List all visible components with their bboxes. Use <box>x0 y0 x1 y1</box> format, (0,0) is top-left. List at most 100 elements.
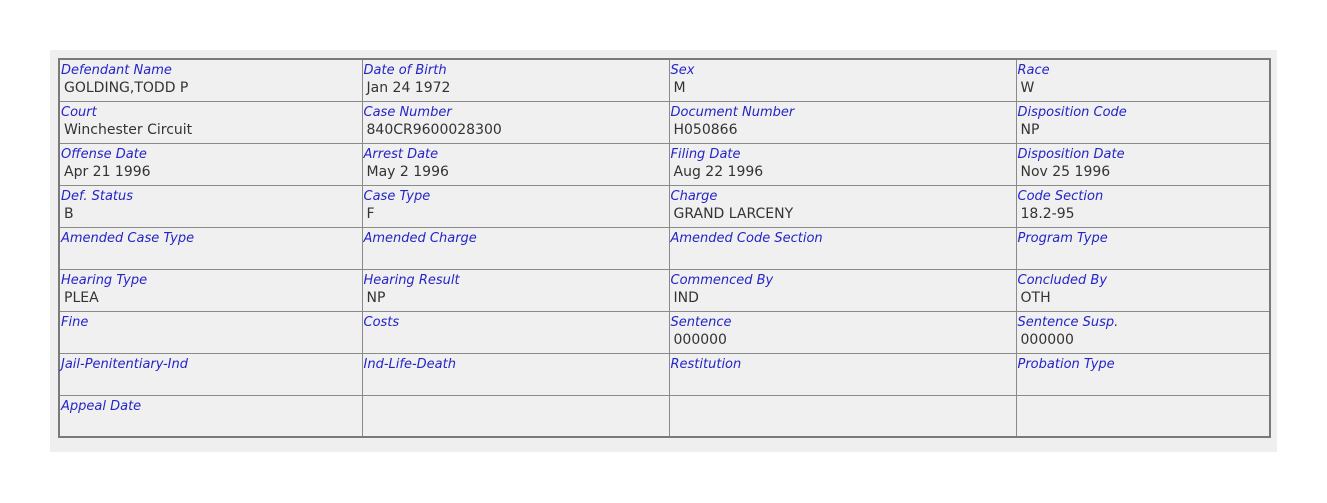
field-label: Probation Type <box>1017 356 1115 372</box>
field-label: Defendant Name <box>61 63 172 78</box>
field-cell: Jail-Penitentiary-Ind <box>58 352 363 396</box>
field-label: Concluded By <box>1017 272 1108 288</box>
field-label: Hearing Result <box>363 272 460 288</box>
field-label: Commenced By <box>670 272 774 288</box>
field-cell: Race W <box>1015 58 1271 102</box>
field-cell: Document Number H050866 <box>668 100 1017 144</box>
field-label: Case Number <box>363 104 452 120</box>
field-value: OTH <box>1020 289 1051 306</box>
field-cell <box>668 394 1017 438</box>
field-label: Charge <box>670 188 718 204</box>
field-value: Apr 21 1996 <box>64 163 151 180</box>
field-value: M <box>673 80 686 96</box>
field-value: May 2 1996 <box>366 163 449 180</box>
field-label: Ind-Life-Death <box>363 356 456 372</box>
field-cell: Date of Birth Jan 24 1972 <box>361 58 670 102</box>
field-label: Costs <box>363 314 400 330</box>
table-row: Court Winchester Circuit Case Number 840CR9… <box>58 100 1271 144</box>
field-cell: Costs <box>361 310 670 354</box>
field-cell: Restitution <box>668 352 1017 396</box>
table-row: Defendant Name GOLDING,TODD P Date of Birt… <box>58 58 1271 102</box>
table-row: Hearing Type PLEA Hearing Result NP Commence… <box>58 268 1271 312</box>
field-value: Jan 24 1972 <box>366 80 451 96</box>
field-cell: Ind-Life-Death <box>361 352 670 396</box>
table-row: Appeal Date <box>58 394 1271 438</box>
field-value: GOLDING,TODD P <box>64 80 189 96</box>
field-label: Code Section <box>1017 188 1104 204</box>
field-value: 000000 <box>673 331 727 348</box>
field-cell <box>361 394 670 438</box>
table-row: Amended Case Type Amended Charge Amended C… <box>58 226 1271 270</box>
field-label: Sentence Susp. <box>1017 314 1119 330</box>
field-value: W <box>1020 80 1035 96</box>
field-cell: Case Number 840CR9600028300 <box>361 100 670 144</box>
field-value: PLEA <box>64 289 99 306</box>
field-cell: Sentence Susp. 000000 <box>1015 310 1271 354</box>
field-label: Court <box>61 104 97 120</box>
table-row: Fine Costs Sentence 000000 Sentence Susp. 000… <box>58 310 1271 354</box>
field-value: Nov 25 1996 <box>1020 163 1111 180</box>
field-value: 18.2-95 <box>1020 205 1075 222</box>
case-details-table: Defendant Name GOLDING,TODD P Date of Birt… <box>58 58 1271 438</box>
field-value: 000000 <box>1020 331 1074 348</box>
table-row: Def. Status B Case Type F Charge GRAND LARCEN… <box>58 184 1271 228</box>
field-label: Arrest Date <box>363 146 439 162</box>
table-row: Jail-Penitentiary-Ind Ind-Life-Death Resti… <box>58 352 1271 396</box>
field-value: Winchester Circuit <box>64 121 193 138</box>
field-cell: Probation Type <box>1015 352 1271 396</box>
case-details-panel: Defendant Name GOLDING,TODD P Date of Birt… <box>50 50 1277 452</box>
field-cell: Charge GRAND LARCENY <box>668 184 1017 228</box>
field-cell <box>1015 394 1271 438</box>
field-label: Disposition Date <box>1017 146 1125 162</box>
field-value: 840CR9600028300 <box>366 121 502 138</box>
field-value: H050866 <box>673 121 738 138</box>
field-value: GRAND LARCENY <box>673 205 794 222</box>
field-cell: Def. Status B <box>58 184 363 228</box>
field-cell: Amended Charge <box>361 226 670 270</box>
field-cell: Court Winchester Circuit <box>58 100 363 144</box>
field-label: Race <box>1017 63 1050 78</box>
field-label: Filing Date <box>670 146 741 162</box>
field-cell: Disposition Date Nov 25 1996 <box>1015 142 1271 186</box>
field-label: Amended Charge <box>363 230 477 246</box>
field-label: Disposition Code <box>1017 104 1127 120</box>
field-value: Aug 22 1996 <box>673 163 764 180</box>
field-cell: Offense Date Apr 21 1996 <box>58 142 363 186</box>
field-label: Hearing Type <box>61 272 148 288</box>
field-value: IND <box>673 289 699 306</box>
field-cell: Amended Code Section <box>668 226 1017 270</box>
field-label: Document Number <box>670 104 795 120</box>
field-label: Date of Birth <box>363 63 447 78</box>
field-label: Sentence <box>670 314 732 330</box>
field-value: NP <box>1020 121 1040 138</box>
field-label: Jail-Penitentiary-Ind <box>61 356 189 372</box>
field-cell: Sex M <box>668 58 1017 102</box>
field-cell: Case Type F <box>361 184 670 228</box>
field-label: Appeal Date <box>61 398 142 414</box>
field-label: Amended Code Section <box>670 230 823 246</box>
field-cell: Disposition Code NP <box>1015 100 1271 144</box>
field-value: B <box>64 205 74 222</box>
field-cell: Sentence 000000 <box>668 310 1017 354</box>
field-label: Program Type <box>1017 230 1108 246</box>
field-label: Offense Date <box>61 146 147 162</box>
field-cell: Arrest Date May 2 1996 <box>361 142 670 186</box>
field-cell: Appeal Date <box>58 394 363 438</box>
field-label: Case Type <box>363 188 431 204</box>
field-value: NP <box>366 289 386 306</box>
field-label: Fine <box>61 314 89 330</box>
field-label: Def. Status <box>61 188 134 204</box>
field-cell: Commenced By IND <box>668 268 1017 312</box>
field-label: Restitution <box>670 356 742 372</box>
field-cell: Defendant Name GOLDING,TODD P <box>58 58 363 102</box>
field-value: F <box>366 205 375 222</box>
field-cell: Filing Date Aug 22 1996 <box>668 142 1017 186</box>
field-cell: Code Section 18.2-95 <box>1015 184 1271 228</box>
field-cell: Fine <box>58 310 363 354</box>
field-cell: Amended Case Type <box>58 226 363 270</box>
table-row: Offense Date Apr 21 1996 Arrest Date May 2 … <box>58 142 1271 186</box>
field-cell: Hearing Result NP <box>361 268 670 312</box>
field-cell: Program Type <box>1015 226 1271 270</box>
field-cell: Hearing Type PLEA <box>58 268 363 312</box>
field-label: Amended Case Type <box>61 230 195 246</box>
